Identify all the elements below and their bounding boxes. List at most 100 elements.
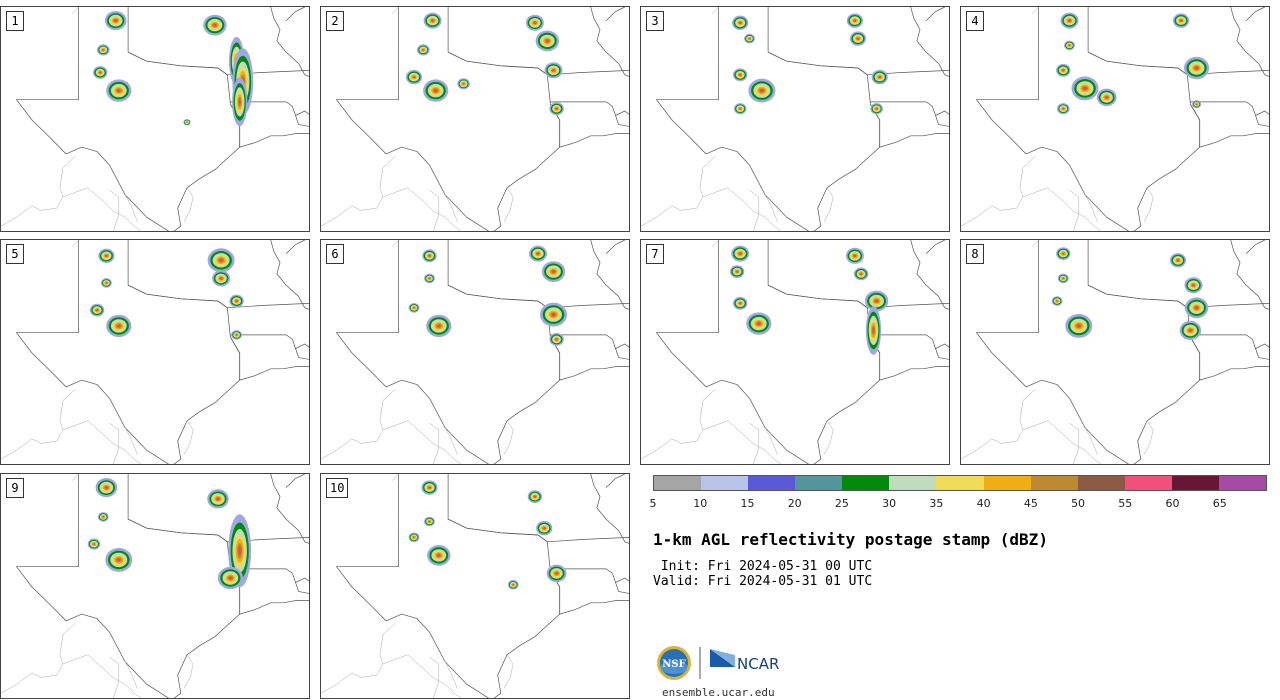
county-border (764, 427, 778, 455)
reflectivity-cell (183, 119, 191, 126)
state-border (230, 337, 309, 381)
reflectivity-cell (424, 273, 435, 284)
reflectivity-cell (1064, 40, 1075, 51)
reflectivity-cell (106, 314, 132, 338)
reflectivity-cell (1173, 13, 1190, 28)
state-border (925, 7, 945, 21)
valid-time: Valid: Fri 2024-05-31 01 UTC (653, 574, 873, 589)
state-border (295, 343, 309, 349)
reflectivity-cell (746, 312, 772, 335)
state-border (1087, 284, 1188, 309)
reflectivity-cell (106, 79, 132, 102)
state-border (655, 240, 881, 464)
state-border (935, 110, 949, 116)
map-canvas (1, 474, 309, 698)
state-border (550, 101, 629, 127)
member-label: 2 (326, 11, 344, 31)
state-border (1245, 7, 1265, 21)
county-border (1019, 389, 1036, 430)
reflectivity-cell (426, 314, 452, 338)
county-border (59, 156, 76, 197)
reflectivity-cell (549, 102, 564, 116)
county-border (1143, 420, 1154, 455)
county-border (1032, 240, 1039, 247)
state-border (605, 7, 625, 21)
county-border (712, 7, 719, 14)
map-canvas (961, 240, 1269, 464)
reflectivity-cell (105, 547, 133, 572)
county-border (444, 427, 458, 455)
state-border (550, 334, 629, 360)
county-border (429, 422, 440, 464)
state-border (335, 474, 561, 698)
state-border (447, 51, 548, 76)
reflectivity-cell (733, 103, 747, 115)
reflectivity-cell (232, 77, 248, 127)
reflectivity-cell (864, 290, 889, 312)
county-border (59, 623, 76, 664)
county-border (503, 420, 514, 455)
reflectivity-cell (846, 13, 863, 28)
reflectivity-cell (1192, 100, 1202, 109)
member-label: 3 (646, 11, 664, 31)
state-border (590, 240, 629, 310)
reflectivity-cell (549, 333, 564, 346)
stamp-panel-10: 10 (320, 473, 630, 699)
state-border (550, 104, 629, 148)
member-label: 5 (6, 244, 24, 264)
reflectivity-cell (849, 31, 867, 46)
colorbar-tick: 60 (1165, 497, 1180, 510)
reflectivity-cell (89, 303, 105, 317)
member-label: 1 (6, 11, 24, 31)
colorbar-segment (795, 476, 843, 490)
state-border (910, 7, 949, 77)
member-label: 10 (326, 478, 349, 498)
colorbar-tick: 20 (787, 497, 802, 510)
stamp-panel-4: 4 (960, 6, 1270, 232)
county-border (72, 474, 79, 481)
reflectivity-cell (417, 44, 430, 56)
county-border (321, 420, 462, 464)
state-border (335, 240, 561, 464)
state-border (605, 474, 625, 488)
county-border (124, 427, 138, 455)
state-border (547, 537, 629, 543)
county-border (764, 194, 778, 222)
county-border (823, 420, 834, 455)
colorbar-segment (1171, 476, 1219, 490)
stamp-panel-2: 2 (320, 6, 630, 232)
county-border (321, 654, 462, 698)
stamp-panel-7: 7 (640, 239, 950, 465)
county-border (712, 240, 719, 247)
state-border (935, 343, 949, 349)
colorbar-tick: 30 (882, 497, 897, 510)
state-border (1230, 240, 1269, 310)
colorbar-tick: 45 (1023, 497, 1038, 510)
map-canvas (321, 240, 629, 464)
reflectivity-cell (217, 566, 243, 590)
reflectivity-cell (424, 516, 435, 527)
county-border (503, 187, 514, 222)
reflectivity-cell (871, 69, 888, 85)
county-border (379, 623, 396, 664)
county-border (392, 474, 399, 481)
state-border (975, 240, 1201, 464)
county-border (1069, 422, 1080, 464)
county-border (379, 156, 396, 197)
map-canvas (961, 7, 1269, 231)
nsf-logo: NSF (657, 646, 691, 680)
county-border (183, 654, 194, 689)
state-border (975, 7, 1201, 231)
state-border (230, 334, 309, 360)
state-border (590, 7, 629, 77)
colorbar-segment (654, 476, 702, 490)
reflectivity-cell (870, 103, 883, 115)
init-time: Init: Fri 2024-05-31 00 UTC (653, 559, 873, 574)
reflectivity-cell (212, 270, 231, 287)
colorbar-segment (842, 476, 890, 490)
county-border (379, 389, 396, 430)
colorbar-segment (1030, 476, 1078, 490)
county-border (72, 7, 79, 14)
reflectivity-cell (423, 12, 442, 29)
reflectivity-cell (231, 330, 243, 340)
